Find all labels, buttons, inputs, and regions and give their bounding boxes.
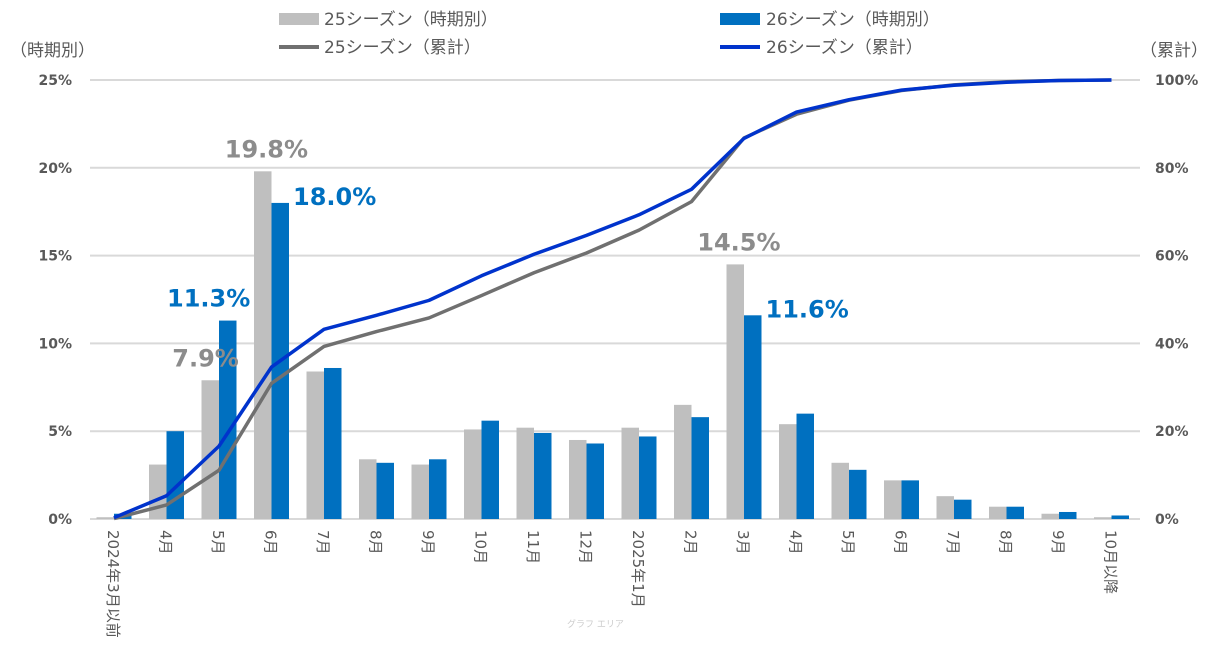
y-left-tick: 10% (38, 336, 72, 352)
x-label: 2024年3月以前 (104, 530, 122, 638)
bar-26 (1006, 506, 1024, 519)
y-right-tick: 80% (1155, 161, 1189, 177)
x-label: 10月 (472, 530, 490, 564)
x-label: 2月 (682, 530, 700, 555)
x-label: 4月 (787, 530, 805, 555)
y-right-tick: 60% (1155, 249, 1189, 265)
data-label: 14.5% (697, 228, 780, 256)
x-label: 8月 (997, 530, 1015, 555)
bar-26 (1059, 511, 1077, 519)
legend-26-line: 26シーズン（累計） (766, 38, 923, 58)
bar-26 (324, 367, 342, 519)
bar-25 (936, 496, 954, 519)
y-right-tick: 20% (1155, 424, 1189, 440)
y-left-tick: 25% (38, 73, 72, 89)
data-label: 19.8% (225, 135, 308, 163)
bar-25 (831, 462, 849, 519)
legend-swatch-25-bar (279, 13, 319, 25)
bar-26 (954, 499, 972, 519)
y-right-tick: 40% (1155, 336, 1189, 352)
x-label: 3月 (734, 530, 752, 555)
bar-26 (586, 443, 604, 519)
y-left-tick: 15% (38, 249, 72, 265)
left-axis-title: （時期別） (10, 41, 95, 61)
x-label: 5月 (839, 530, 857, 555)
x-label: 12月 (577, 530, 595, 564)
legend: 25シーズン（時期別） 26シーズン（時期別） 25シーズン（累計） 26シーズ… (279, 10, 940, 58)
x-label: 5月 (209, 530, 227, 555)
legend-26-bar: 26シーズン（時期別） (766, 10, 940, 30)
y-right-tick: 100% (1155, 73, 1198, 89)
bar-25 (359, 459, 377, 519)
bar-25 (674, 404, 692, 519)
bar-26 (691, 417, 709, 519)
lines (113, 78, 1112, 521)
x-label: 9月 (1049, 530, 1067, 555)
right-axis-title: （累計） (1140, 41, 1208, 61)
x-label: 7月 (314, 530, 332, 555)
bar-26 (796, 413, 814, 519)
y-left-tick: 20% (38, 161, 72, 177)
legend-25-line: 25シーズン（累計） (324, 38, 481, 58)
bar-25 (569, 439, 587, 519)
bar-26 (1111, 515, 1129, 519)
bar-26 (481, 420, 499, 519)
bar-25 (1041, 513, 1059, 519)
bars (96, 171, 1129, 520)
bar-25 (621, 427, 639, 519)
bar-25 (779, 424, 797, 519)
chart-area-tooltip: グラフ エリア (567, 618, 624, 630)
bar-25 (96, 517, 114, 519)
y-right-tick: 0% (1155, 512, 1179, 528)
x-label: 2025年1月 (629, 530, 647, 608)
bar-26 (166, 431, 184, 519)
x-label: 4月 (157, 530, 175, 555)
line-26-cumulative (113, 78, 1112, 520)
x-label: 10月以降 (1102, 530, 1120, 594)
x-label: 11月 (524, 530, 542, 564)
bar-25 (254, 171, 272, 519)
x-label: 6月 (892, 530, 910, 555)
bar-25 (201, 380, 219, 519)
bar-26 (534, 432, 552, 519)
y-left-tick: 0% (48, 512, 72, 528)
bar-25 (516, 427, 534, 519)
x-label: 9月 (419, 530, 437, 555)
bar-26 (901, 480, 919, 519)
bar-25 (411, 464, 429, 519)
data-label: 7.9% (172, 344, 239, 372)
legend-swatch-26-bar (720, 13, 760, 25)
x-label: 6月 (262, 530, 280, 555)
y-left-tick: 5% (48, 424, 72, 440)
x-labels: 2024年3月以前 4月 5月 6月 7月 8月 9月 10月 11月 12月 2025年1月 2月 3… (104, 530, 1120, 638)
bar-25 (306, 371, 324, 519)
data-label: 11.6% (766, 295, 849, 323)
x-label: 7月 (944, 530, 962, 555)
bar-25 (149, 464, 167, 519)
tick-labels: 0% 5% 10% 15% 20% 25% 0% 20% 40% 60% 80% 100% (38, 73, 1198, 528)
bar-26 (744, 315, 762, 519)
bar-26 (429, 459, 447, 519)
bar-25 (884, 480, 902, 519)
data-label: 11.3% (167, 285, 250, 313)
legend-25-bar: 25シーズン（時期別） (324, 10, 498, 30)
x-label: 8月 (367, 530, 385, 555)
bar-25 (1094, 517, 1112, 519)
bar-26 (219, 320, 237, 519)
bar-25 (726, 264, 744, 519)
bar-26 (639, 436, 657, 519)
bar-25 (989, 506, 1007, 519)
bar-26 (849, 469, 867, 519)
data-label: 18.0% (293, 183, 376, 211)
bar-26 (376, 462, 394, 519)
data-labels: 7.9% 19.8% 14.5% 11.3% 18.0% 11.6% (167, 135, 849, 372)
bar-25 (464, 429, 482, 519)
